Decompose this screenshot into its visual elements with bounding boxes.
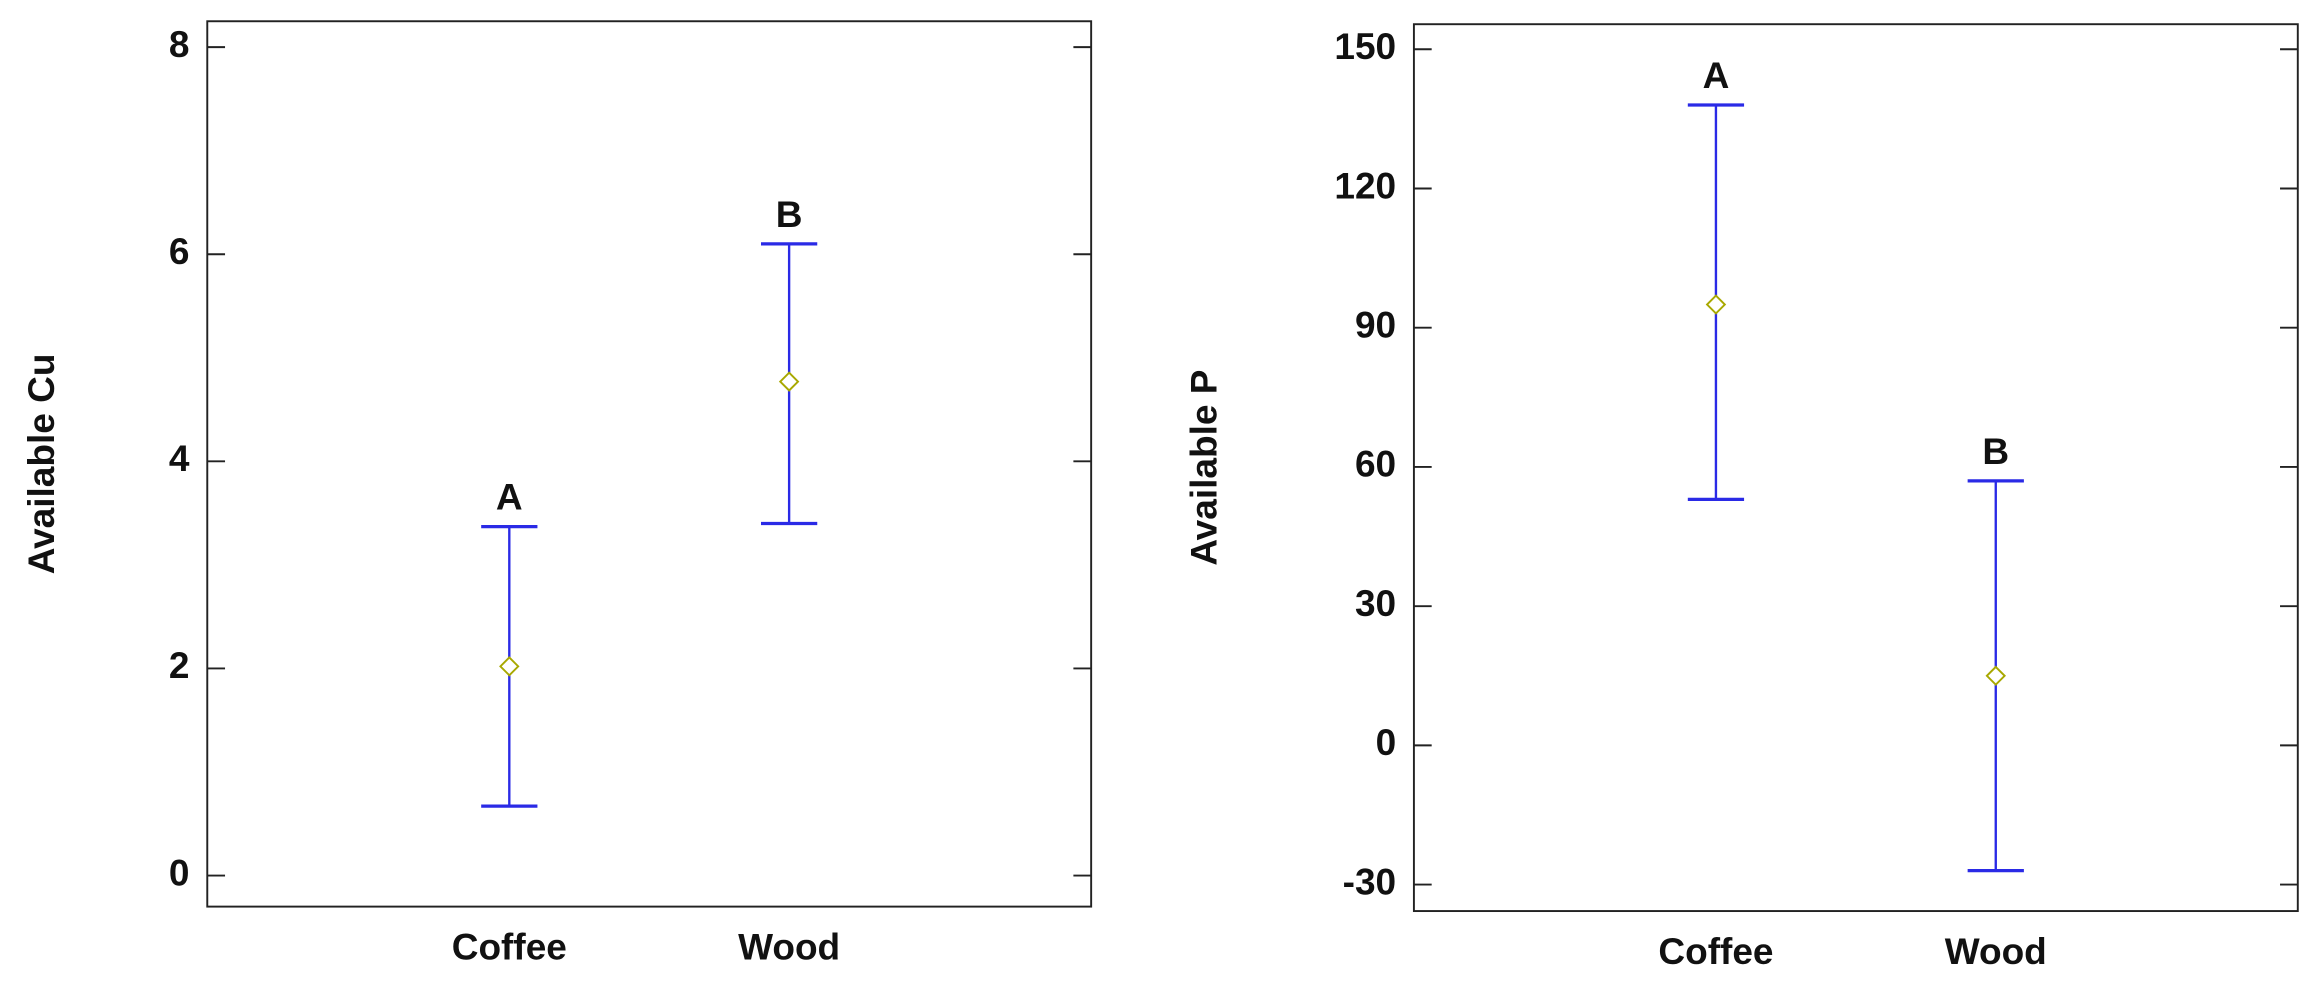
- y-tick-label: 0: [1376, 721, 1397, 763]
- group-label: A: [1703, 54, 1730, 96]
- mean-marker: [499, 656, 520, 677]
- x-tick-label: Wood: [738, 925, 840, 967]
- y-axis-label: Available Cu: [20, 354, 62, 575]
- plot-frame: [206, 20, 1093, 908]
- x-tick-label: Coffee: [452, 925, 567, 967]
- y-tick-label: 0: [169, 851, 190, 893]
- group-label: B: [1982, 430, 2009, 472]
- y-tick-label: 90: [1355, 303, 1396, 345]
- plot-frame: [1412, 23, 2299, 913]
- y-tick-label: 30: [1355, 582, 1396, 624]
- y-tick-label: 120: [1334, 164, 1396, 206]
- y-tick-label: 60: [1355, 443, 1396, 485]
- y-tick-label: 150: [1334, 25, 1396, 67]
- y-tick-label: 2: [169, 644, 190, 686]
- y-tick-label: -30: [1343, 860, 1396, 902]
- mean-marker: [1705, 294, 1727, 315]
- group-label: B: [776, 193, 803, 235]
- mean-marker: [778, 371, 800, 392]
- y-tick-label: 8: [169, 23, 190, 65]
- mean-marker: [1985, 665, 2007, 687]
- y-tick-label: 4: [169, 437, 190, 479]
- x-tick-label: Wood: [1945, 930, 2047, 972]
- y-axis-label: Available P: [1182, 370, 1224, 566]
- x-tick-label: Coffee: [1658, 930, 1773, 972]
- y-tick-label: 6: [169, 230, 190, 272]
- group-label: A: [496, 476, 523, 518]
